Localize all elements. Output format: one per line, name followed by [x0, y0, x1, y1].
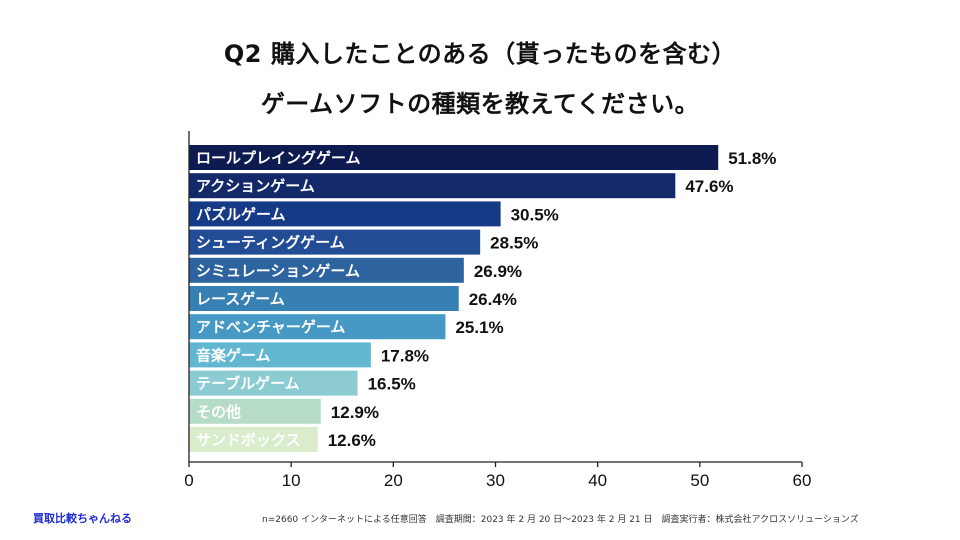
bar-category-label: アドベンチャーゲーム: [196, 318, 345, 336]
bar-category-label: パズルゲーム: [196, 205, 286, 223]
bar: [189, 229, 481, 255]
bar: [189, 427, 318, 452]
bar-value-label: 47.6%: [685, 177, 733, 196]
x-tick-label: 60: [793, 471, 812, 490]
chart-title-line2: ゲームソフトの種類を教えてください。: [260, 90, 700, 118]
bar: [189, 342, 371, 368]
chart-title-line1: Q2 購入したことのある（貰ったものを含む）: [223, 40, 737, 68]
bar-value-label: 17.8%: [381, 346, 429, 365]
bar-value-label: 16.5%: [368, 375, 416, 394]
bar-value-label: 28.5%: [490, 234, 538, 253]
x-tick-label: 10: [282, 471, 301, 490]
bar-value-label: 30.5%: [511, 205, 559, 224]
footer-brand: 買取比較ちゃんねる: [33, 512, 132, 525]
bar-value-label: 26.9%: [474, 262, 522, 281]
bar-category-label: その他: [196, 403, 241, 421]
bar-value-label: 25.1%: [455, 318, 503, 337]
bar: [189, 201, 501, 227]
bar-category-label: レースゲーム: [196, 290, 285, 308]
bar-category-label: シミュレーションゲーム: [196, 262, 360, 280]
bar-value-label: 26.4%: [469, 290, 517, 309]
bar: [189, 370, 358, 396]
x-tick-label: 20: [384, 471, 403, 490]
bar-category-label: アクションゲーム: [196, 177, 315, 195]
bar-category-label: テーブルゲーム: [196, 375, 300, 393]
bar-category-label: サンドボックス: [196, 431, 301, 449]
x-tick-label: 0: [184, 471, 193, 490]
bar-value-label: 51.8%: [728, 149, 776, 168]
bar: [189, 173, 676, 199]
bar-value-label: 12.6%: [328, 431, 376, 450]
bar: [189, 145, 719, 170]
bar-category-label: 音楽ゲーム: [196, 346, 271, 364]
footer-note: n=2660 インターネットによる任意回答 調査期間：2023 年 2 月 20…: [262, 515, 859, 525]
bar-category-label: ロールプレイングゲーム: [196, 149, 361, 167]
x-tick-label: 50: [690, 471, 709, 490]
bar: [189, 286, 459, 311]
bar: [189, 398, 321, 424]
x-tick-label: 40: [588, 471, 607, 490]
x-tick-label: 30: [486, 471, 505, 490]
bar-category-label: シューティングゲーム: [196, 234, 345, 252]
bar-value-label: 12.9%: [331, 403, 379, 422]
bar: [189, 314, 446, 340]
bar: [189, 257, 464, 283]
